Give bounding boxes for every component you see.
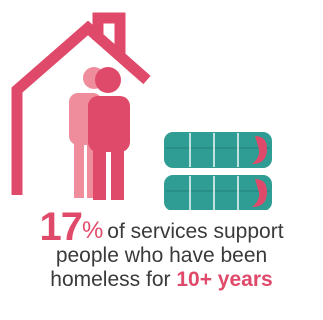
stat-number: 17 — [39, 205, 82, 249]
calendar-top — [164, 132, 272, 168]
two-people-icon — [69, 67, 130, 200]
caption-line-1: 17% of services support — [0, 207, 323, 247]
caption-line-2: people who have been — [0, 244, 323, 268]
stat-caption: 17% of services support people who have b… — [0, 207, 323, 292]
caption-highlight: 10+ years — [176, 268, 273, 291]
caption-line-3: homeless for 10+ years — [0, 268, 323, 292]
house-outline-icon — [11, 12, 151, 195]
calendar-pages-icon — [164, 132, 272, 210]
caption-text-3: homeless for — [50, 268, 171, 291]
caption-text-1: of services support — [107, 220, 284, 243]
stat-percent-sign: % — [81, 217, 104, 244]
caption-text-2: people who have been — [55, 244, 268, 267]
calendar-bottom — [164, 175, 272, 210]
illustration — [11, 12, 272, 210]
person-front-icon — [88, 67, 130, 200]
